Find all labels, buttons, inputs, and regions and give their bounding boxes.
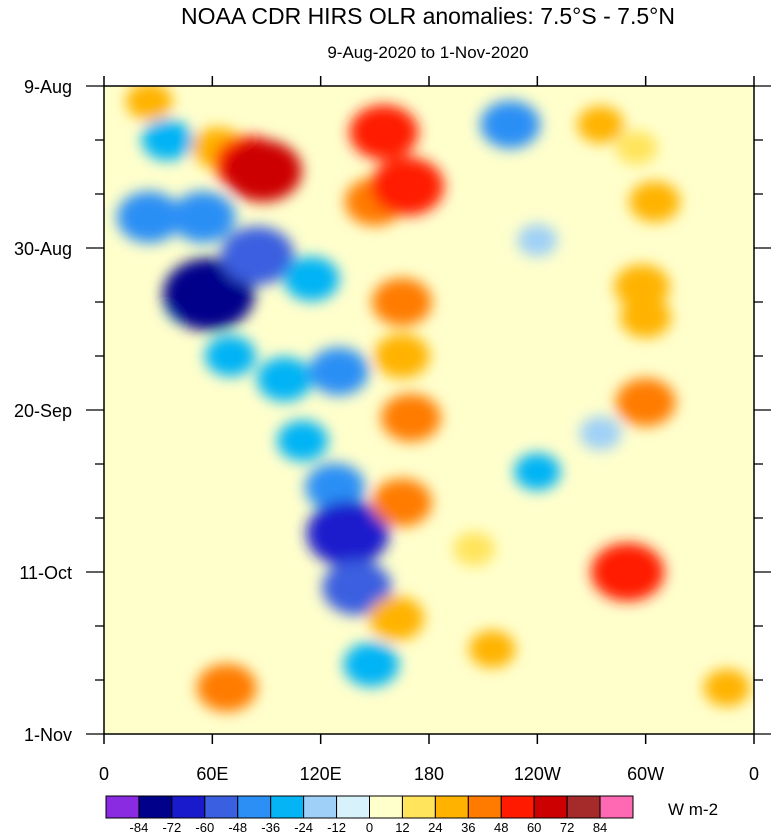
x-tick-label: 60W — [627, 764, 664, 784]
olr-anomaly-blob — [374, 333, 430, 379]
colorbar-tick-label: 0 — [366, 820, 373, 834]
x-tick-label: 120W — [514, 764, 561, 784]
olr-anomaly-blob — [368, 596, 425, 641]
x-tick-label: 60E — [196, 764, 228, 784]
colorbar-swatch — [434, 795, 469, 819]
olr-anomaly-blob — [380, 393, 441, 442]
x-tick-label: 0 — [99, 764, 109, 784]
colorbar-tick-label: 12 — [395, 820, 409, 834]
olr-anomaly-blob — [141, 119, 193, 161]
olr-anomaly-blob — [579, 416, 622, 451]
colorbar-swatch — [467, 795, 502, 819]
olr-anomaly-blob — [204, 335, 256, 377]
y-tick-label: 1-Nov — [24, 725, 72, 745]
olr-anomaly-blob — [370, 157, 445, 216]
y-tick-label: 20-Sep — [14, 401, 72, 421]
colorbar-swatch — [171, 795, 206, 819]
olr-anomaly-blob — [620, 296, 672, 338]
colorbar-tick-label: 72 — [560, 820, 574, 834]
colorbar-tick-label: -60 — [195, 820, 214, 834]
x-tick-label: 180 — [414, 764, 444, 784]
colorbar-tick-label: -24 — [294, 820, 313, 834]
colorbar-tick-label: -36 — [261, 820, 280, 834]
colorbar-swatch — [204, 795, 239, 819]
olr-anomaly-blob — [220, 226, 295, 285]
colorbar-tick-label: 48 — [494, 820, 508, 834]
olr-anomaly-blob — [480, 100, 541, 149]
x-tick-label: 0 — [749, 764, 759, 784]
colorbar-tick-label: 24 — [428, 820, 442, 834]
heatmap-area — [104, 86, 754, 734]
colorbar-swatch — [237, 795, 272, 819]
y-tick-label: 9-Aug — [24, 77, 72, 97]
olr-anomaly-blob — [256, 356, 313, 402]
x-tick-label: 120E — [300, 764, 342, 784]
colorbar-swatch — [369, 795, 403, 819]
olr-anomaly-blob — [116, 191, 182, 243]
olr-anomaly-blob — [371, 478, 432, 527]
colorbar-tick-label: 60 — [527, 820, 541, 834]
colorbar-tick-label: -72 — [162, 820, 181, 834]
colorbar-swatch — [401, 795, 436, 819]
colorbar-swatch — [599, 795, 634, 819]
olr-anomaly-blob — [196, 663, 257, 712]
olr-anomaly-blob — [277, 420, 329, 462]
colorbar-swatch — [105, 795, 140, 819]
olr-anomaly-blob — [371, 278, 432, 326]
olr-anomaly-blob — [615, 130, 658, 165]
colorbar-swatch — [303, 795, 338, 819]
olr-anomaly-blob — [577, 105, 624, 144]
colorbar-swatch — [138, 795, 173, 819]
colorbar-tick-label: -12 — [327, 820, 346, 834]
olr-anomaly-blob — [514, 452, 561, 491]
y-axis: 9-Aug 30-Aug 20-Sep 11-Oct 1-Nov — [14, 77, 771, 745]
colorbar-tick-label: 36 — [461, 820, 475, 834]
olr-anomaly-blob — [590, 542, 665, 602]
colorbar-swatch — [566, 795, 601, 819]
colorbar-units: W m-2 — [668, 800, 718, 819]
olr-anomaly-blob — [305, 463, 366, 512]
olr-anomaly-blob — [453, 531, 496, 566]
olr-anomaly-blob — [615, 378, 676, 427]
olr-anomaly-blob — [614, 264, 670, 309]
colorbar: -84 -72 -60 -48 -36 -24 -12 0 12 24 36 48 60 72 84 — [105, 795, 634, 834]
olr-anomaly-blob — [283, 256, 340, 302]
olr-anomaly-blob — [468, 630, 516, 668]
chart-subtitle: 9-Aug-2020 to 1-Nov-2020 — [327, 43, 528, 62]
y-tick-label: 11-Oct — [19, 563, 72, 583]
x-axis: 0 60E 120E 180 120W 60W 0 — [99, 76, 759, 784]
olr-anomaly-blob — [629, 181, 681, 223]
olr-anomaly-blob — [125, 86, 173, 121]
heatmap-blobs — [116, 86, 751, 712]
olr-anomaly-blob — [308, 347, 369, 396]
olr-anomaly-blob — [171, 191, 236, 243]
colorbar-swatch — [533, 795, 568, 819]
olr-anomaly-blob — [517, 223, 558, 257]
colorbar-swatch — [500, 795, 535, 819]
olr-anomaly-blob — [306, 500, 389, 567]
olr-anomaly-blob — [223, 139, 302, 202]
olr-anomaly-blob — [322, 559, 392, 615]
chart-title: NOAA CDR HIRS OLR anomalies: 7.5°S - 7.5… — [181, 3, 675, 29]
colorbar-swatch — [270, 795, 305, 819]
colorbar-tick-label: -48 — [228, 820, 247, 834]
olr-anomaly-blob — [703, 668, 751, 707]
colorbar-tick-label: -84 — [130, 820, 149, 834]
y-tick-label: 30-Aug — [14, 239, 72, 259]
colorbar-tick-label: 84 — [593, 820, 607, 834]
olr-anomaly-blob — [349, 104, 419, 160]
olr-anomaly-blob — [343, 642, 399, 687]
colorbar-swatch — [336, 795, 370, 819]
